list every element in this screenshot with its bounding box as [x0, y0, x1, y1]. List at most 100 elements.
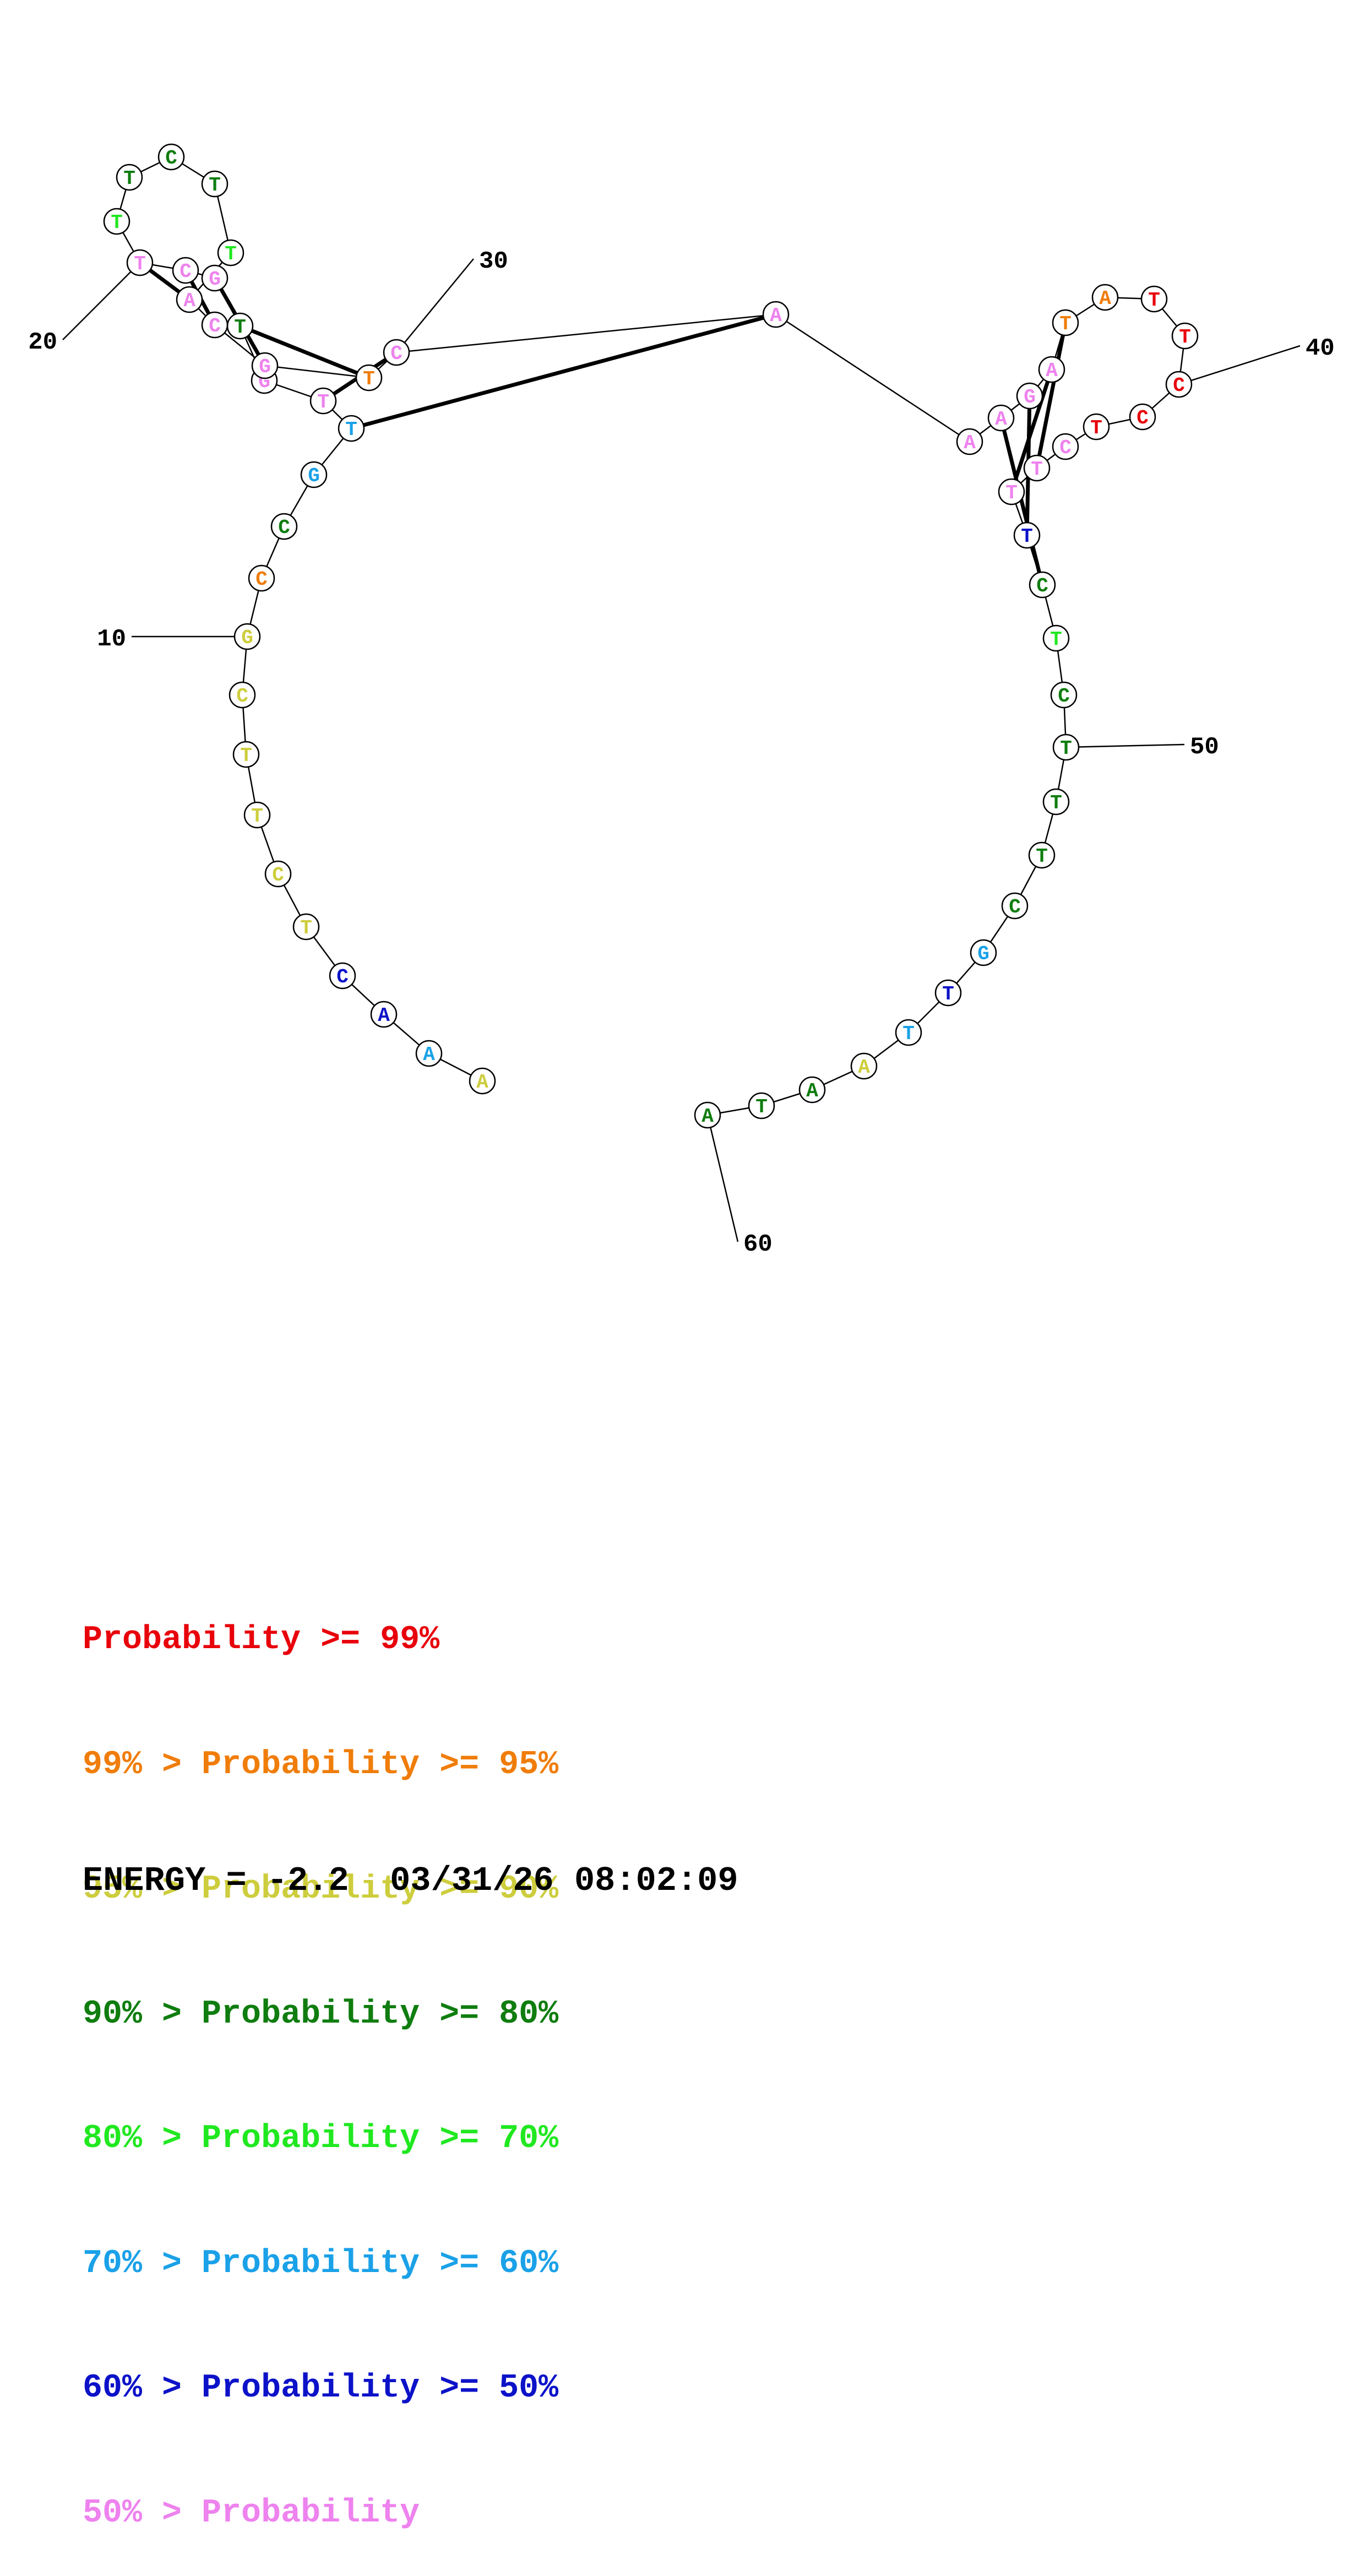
- nucleotide-circle: [1042, 788, 1070, 816]
- nucleotide: G: [251, 352, 279, 379]
- nucleotide: C: [270, 513, 298, 540]
- nucleotide-circle: [248, 564, 275, 592]
- nucleotide-circle: [934, 979, 962, 1007]
- energy-footer: ENERGY = -2.2 03/31/26 08:02:09: [83, 1861, 738, 1900]
- nucleotide-circle: [251, 352, 279, 379]
- nucleotide-circle: [1140, 285, 1168, 313]
- nucleotide-circle: [217, 239, 244, 267]
- nucleotide-circle: [1091, 284, 1119, 311]
- nucleotide: C: [1129, 403, 1156, 431]
- nucleotide: T: [116, 164, 143, 191]
- nucleotide-letter: G: [259, 356, 271, 378]
- nucleotide-circle: [1042, 624, 1070, 652]
- nucleotide-letter: C: [1173, 374, 1185, 397]
- nucleotide-circle: [355, 364, 383, 392]
- nucleotide-letter: G: [977, 943, 989, 965]
- nucleotide-circle: [116, 164, 143, 191]
- nucleotide: T: [1052, 309, 1079, 336]
- nucleotide-circle: [264, 860, 292, 888]
- nucleotide-letter: T: [240, 744, 252, 767]
- nucleotide-circle: [1171, 322, 1199, 350]
- nucleotide: T: [201, 170, 229, 198]
- nucleotide-circle: [998, 478, 1025, 506]
- nucleotide-letter: C: [272, 864, 284, 887]
- nucleotide: T: [126, 249, 154, 276]
- nucleotide: T: [103, 208, 130, 235]
- backbone-segment: [264, 365, 369, 379]
- nucleotide-letter: G: [241, 627, 253, 649]
- nucleotide-circle: [1001, 892, 1029, 920]
- nucleotide: A: [1038, 356, 1065, 383]
- nucleotide-circle: [1052, 309, 1079, 336]
- nucleotide-letter: T: [1059, 313, 1072, 335]
- position-leader-line: [1065, 743, 1185, 748]
- nucleotide-letter: C: [165, 147, 177, 170]
- nucleotide: T: [1171, 322, 1199, 350]
- nucleotide-letter: A: [806, 1080, 818, 1102]
- nucleotide: A: [956, 428, 983, 455]
- nucleotide: T: [1042, 788, 1070, 816]
- nucleotide-letter: T: [300, 917, 312, 939]
- nucleotide-letter: A: [423, 1044, 435, 1066]
- nucleotide-letter: T: [1005, 482, 1018, 504]
- nucleotide-letter: T: [902, 1023, 915, 1045]
- nucleotide-letter: C: [1136, 407, 1149, 430]
- nucleotide: C: [172, 257, 199, 284]
- nucleotide-circle: [748, 1092, 775, 1119]
- nucleotide-letter: T: [209, 174, 221, 197]
- nucleotide-circle: [201, 264, 229, 292]
- nucleotide: T: [1023, 454, 1051, 482]
- nucleotide-circle: [229, 681, 256, 709]
- nucleotide-circle: [370, 1001, 398, 1028]
- nucleotide-circle: [1165, 371, 1193, 398]
- position-label: 20: [28, 329, 57, 356]
- nucleotide-circle: [1013, 521, 1041, 549]
- position-leader-line: [62, 262, 140, 340]
- nucleotide: A: [798, 1076, 826, 1104]
- position-leader-line: [396, 258, 474, 353]
- nucleotide: T: [338, 415, 365, 442]
- nucleotide: T: [1042, 624, 1070, 652]
- nucleotide-letter: T: [942, 983, 954, 1006]
- nucleotide-circle: [987, 404, 1015, 432]
- nucleotide-letter: C: [1059, 437, 1072, 459]
- nucleotide: G: [1016, 382, 1043, 410]
- nucleotide-letter: T: [1031, 458, 1043, 481]
- nucleotide-circle: [956, 428, 983, 455]
- nucleotide-letter: T: [1179, 326, 1191, 349]
- nucleotide-letter: A: [183, 290, 195, 312]
- nucleotide-circle: [895, 1019, 922, 1046]
- nucleotide: T: [1013, 521, 1041, 549]
- nucleotide-circle: [292, 913, 320, 941]
- position-label: 50: [1190, 733, 1219, 761]
- nucleotide-circle: [157, 143, 185, 171]
- base-pair-bond: [999, 417, 1045, 585]
- nucleotide: T: [232, 741, 260, 768]
- nucleotide-circle: [1038, 356, 1065, 383]
- nucleotide-circle: [243, 801, 271, 829]
- nucleotide-letter: T: [1050, 792, 1062, 814]
- nucleotide: C: [201, 311, 229, 339]
- nucleotide: A: [694, 1101, 721, 1129]
- nucleotide-letter: C: [236, 685, 248, 708]
- position-label: 40: [1306, 335, 1335, 362]
- nucleotide-letter: A: [770, 305, 782, 327]
- backbone: [116, 156, 1186, 1116]
- nucleotide-letter: C: [278, 517, 290, 539]
- base-pair-bond: [1009, 368, 1054, 493]
- nucleotide-circle: [694, 1101, 721, 1129]
- nucleotide-circle: [762, 301, 790, 328]
- nucleotide-letter: T: [1090, 417, 1102, 439]
- base-pair-bond: [351, 312, 776, 431]
- nucleotide: G: [233, 623, 261, 650]
- position-label: 60: [743, 1231, 773, 1258]
- nucleotide-letter: G: [209, 268, 221, 291]
- nucleotide: T: [292, 913, 320, 941]
- nucleotide-circle: [338, 415, 365, 442]
- nucleotide: T: [309, 387, 337, 415]
- nucleotide: T: [934, 979, 962, 1007]
- nucleotide-circle: [1083, 413, 1110, 441]
- nucleotide-letter: A: [378, 1004, 390, 1027]
